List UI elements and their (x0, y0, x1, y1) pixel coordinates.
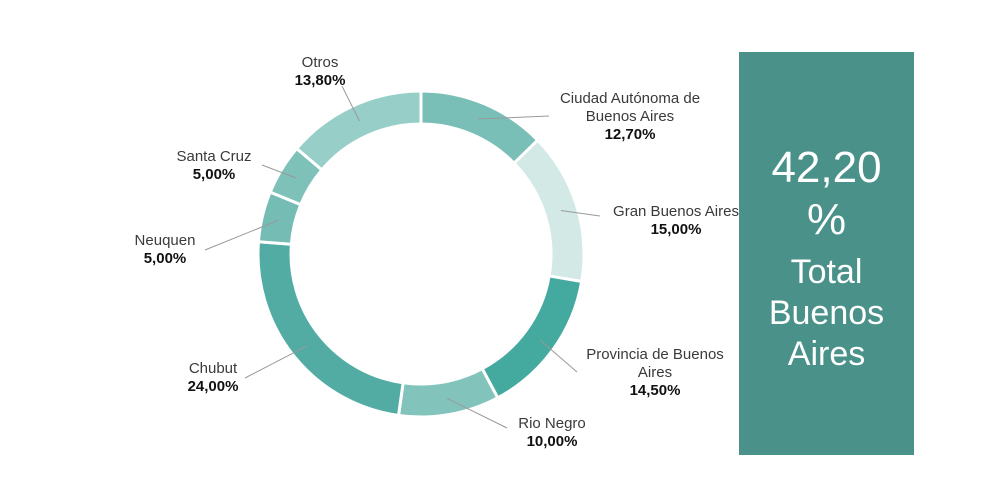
slice-name: Gran Buenos Aires (613, 203, 739, 220)
donut-slices (256, 89, 586, 419)
slice-label-gran-buenos-aires: Gran Buenos Aires 15,00% (613, 203, 739, 238)
leader-line (446, 397, 508, 429)
slice-name: Santa Cruz (176, 148, 251, 165)
slice-value: 14,50% (630, 382, 681, 399)
leader-line (204, 219, 279, 251)
donut-slice-rio-negro (396, 366, 500, 419)
leader-line (477, 115, 550, 120)
donut-slice-chubut (256, 240, 405, 418)
total-percent-sign: % (806, 195, 847, 244)
slice-name: Rio Negro (518, 415, 586, 432)
slice-value: 5,00% (193, 166, 236, 183)
total-summary-box: 42,20 % Total Buenos Aires (739, 52, 914, 455)
total-label: Total Buenos Aires (739, 252, 914, 375)
slice-value: 12,70% (605, 126, 656, 143)
slice-name: Otros (302, 54, 339, 71)
total-label-line: Buenos (768, 294, 885, 332)
donut-slice-ciudad-autonoma-de-buenos-aires (419, 89, 540, 166)
slice-name: Ciudad Autónoma de (560, 90, 700, 107)
donut-slice-provincia-de-buenos-aires (480, 274, 584, 400)
total-value: 42,20 (771, 143, 882, 192)
total-label-line: Aires (787, 335, 866, 373)
leader-line (261, 164, 297, 179)
slice-label-otros: Otros 13,80% (295, 54, 346, 89)
total-label-line: Total (790, 253, 863, 291)
slice-label-santa-cruz: Santa Cruz 5,00% (176, 148, 251, 183)
slice-label-provincia-de-buenos-aires: Provincia de Buenos Aires 14,50% (586, 346, 724, 399)
slice-value: 15,00% (651, 221, 702, 238)
slice-name: Aires (638, 364, 672, 381)
leader-line (244, 345, 308, 379)
slice-name: Chubut (189, 360, 238, 377)
leader-line (341, 85, 360, 122)
slice-value: 10,00% (527, 433, 578, 450)
total-percentage: 42,20 % (739, 142, 914, 246)
slice-label-chubut: Chubut 24,00% (188, 360, 239, 395)
leader-line (560, 209, 601, 217)
slice-name: Buenos Aires (586, 108, 674, 125)
slice-name: Provincia de Buenos (586, 346, 724, 363)
slice-label-rio-negro: Rio Negro 10,00% (518, 415, 586, 450)
slice-label-ciudad-autonoma-de-buenos-aires: Ciudad Autónoma de Buenos Aires 12,70% (560, 90, 700, 143)
slice-value: 5,00% (144, 250, 187, 267)
leader-line (539, 339, 578, 373)
slice-labels: Ciudad Autónoma de Buenos Aires 12,70% Gran… (135, 54, 739, 450)
slice-value: 24,00% (188, 378, 239, 395)
donut-slice-otros (294, 89, 423, 172)
slice-value: 13,80% (295, 72, 346, 89)
slice-name: Neuquen (135, 232, 196, 249)
donut-slice-gran-buenos-aires (511, 138, 586, 284)
slice-label-neuquen: Neuquen 5,00% (135, 232, 196, 267)
